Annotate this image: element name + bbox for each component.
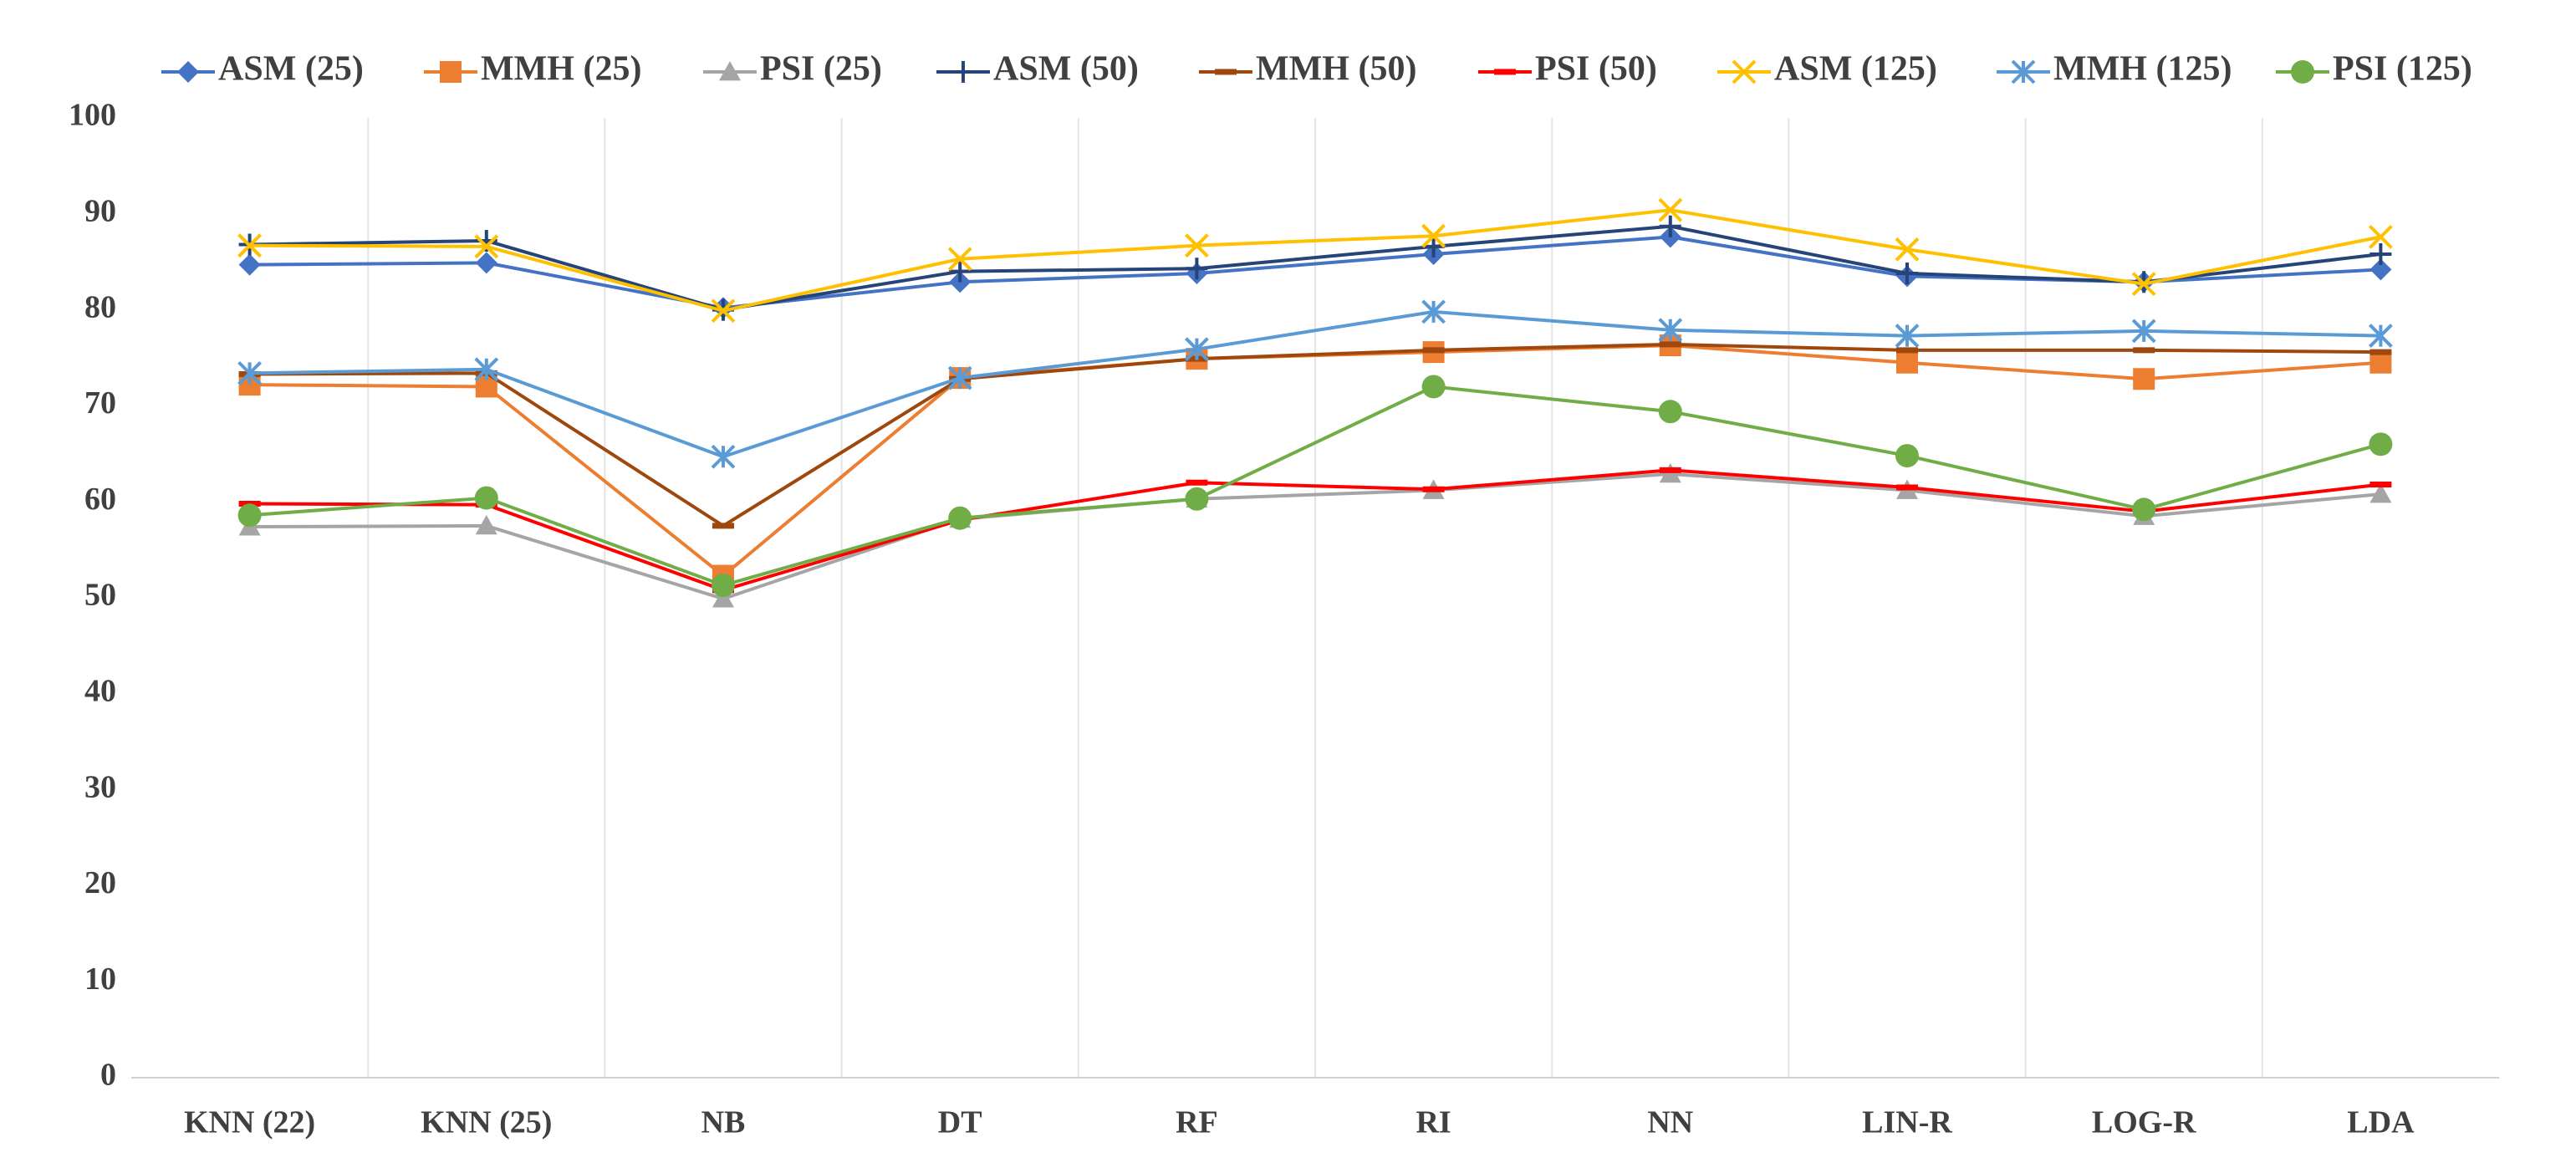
marker bbox=[1421, 223, 1446, 248]
marker bbox=[2369, 432, 2393, 456]
y-tick-label: 10 bbox=[84, 961, 116, 997]
series-line bbox=[249, 208, 2381, 313]
marker bbox=[719, 61, 741, 81]
y-tick-label: 50 bbox=[84, 578, 116, 613]
marker bbox=[475, 252, 497, 274]
series-line bbox=[249, 468, 2381, 592]
series-line bbox=[249, 472, 2381, 601]
marker bbox=[1658, 318, 1683, 343]
x-tick-label: RI bbox=[1416, 1105, 1451, 1140]
marker bbox=[1186, 258, 1208, 280]
marker bbox=[952, 61, 974, 83]
marker bbox=[474, 234, 499, 259]
marker bbox=[949, 260, 972, 283]
x-tick-label: DT bbox=[938, 1105, 982, 1140]
marker bbox=[2369, 351, 2392, 374]
series-line bbox=[249, 342, 2381, 528]
marker bbox=[238, 253, 261, 276]
y-tick-label: 70 bbox=[84, 385, 116, 421]
x-tick-label: NB bbox=[701, 1105, 746, 1140]
legend-label: PSI (50) bbox=[1535, 50, 1657, 89]
marker bbox=[237, 233, 263, 258]
marker bbox=[1421, 299, 1446, 324]
marker bbox=[1896, 351, 1918, 374]
marker bbox=[1732, 59, 1757, 84]
x-tick-label: KNN (22) bbox=[184, 1105, 315, 1140]
series-line bbox=[249, 309, 2381, 459]
x-tick-label: KNN (25) bbox=[421, 1105, 552, 1140]
y-tick-label: 60 bbox=[84, 482, 116, 517]
legend-label: MMH (25) bbox=[481, 50, 641, 89]
marker bbox=[237, 360, 263, 385]
legend-label: ASM (125) bbox=[1774, 50, 1937, 89]
marker bbox=[2369, 243, 2392, 266]
marker bbox=[2132, 497, 2156, 522]
marker bbox=[948, 506, 972, 530]
marker bbox=[1895, 444, 1919, 468]
y-tick-label: 30 bbox=[84, 769, 116, 804]
marker bbox=[475, 514, 497, 535]
x-tick-label: LDA bbox=[2347, 1105, 2415, 1140]
marker bbox=[1658, 400, 1682, 424]
y-tick-label: 90 bbox=[84, 194, 116, 229]
series-line bbox=[249, 385, 2381, 588]
marker bbox=[2133, 368, 2155, 390]
marker bbox=[711, 444, 736, 469]
marker bbox=[947, 365, 972, 390]
x-tick-label: LIN-R bbox=[1862, 1105, 1952, 1140]
marker bbox=[712, 574, 735, 598]
marker bbox=[947, 247, 972, 272]
series-line bbox=[249, 224, 2381, 312]
marker bbox=[440, 61, 462, 83]
legend-label: ASM (50) bbox=[993, 50, 1139, 89]
marker bbox=[1896, 262, 1918, 284]
marker bbox=[177, 61, 199, 83]
marker bbox=[2131, 319, 2156, 344]
marker bbox=[474, 357, 499, 382]
marker bbox=[2011, 59, 2036, 84]
marker bbox=[1895, 237, 1920, 262]
marker bbox=[2368, 224, 2393, 249]
marker bbox=[237, 503, 262, 528]
legend-label: MMH (125) bbox=[2053, 50, 2232, 89]
marker bbox=[711, 298, 736, 324]
y-tick-label: 0 bbox=[100, 1058, 116, 1093]
marker bbox=[1895, 324, 1920, 349]
marker bbox=[1422, 235, 1445, 258]
marker bbox=[2369, 258, 2392, 281]
marker bbox=[2369, 483, 2392, 503]
y-tick-label: 80 bbox=[84, 289, 116, 324]
marker bbox=[1659, 215, 1681, 237]
x-tick-label: LOG-R bbox=[2092, 1105, 2196, 1140]
x-tick-label: NN bbox=[1647, 1105, 1693, 1140]
marker bbox=[2368, 324, 2393, 349]
marker bbox=[474, 486, 498, 510]
x-tick-label: RF bbox=[1176, 1105, 1218, 1140]
marker bbox=[2291, 60, 2314, 84]
legend-label: PSI (125) bbox=[2333, 50, 2472, 89]
marker bbox=[712, 588, 734, 608]
legend-label: PSI (25) bbox=[760, 50, 882, 89]
marker bbox=[1421, 375, 1446, 399]
marker bbox=[1185, 487, 1209, 511]
marker bbox=[2131, 272, 2156, 297]
y-tick-label: 40 bbox=[84, 674, 116, 709]
legend-label: ASM (25) bbox=[218, 50, 364, 89]
legend-label: MMH (50) bbox=[1256, 50, 1416, 89]
marker bbox=[1184, 337, 1209, 362]
marker bbox=[1184, 233, 1209, 258]
y-tick-label: 20 bbox=[84, 865, 116, 900]
y-tick-label: 100 bbox=[69, 98, 116, 133]
marker bbox=[1658, 197, 1683, 222]
